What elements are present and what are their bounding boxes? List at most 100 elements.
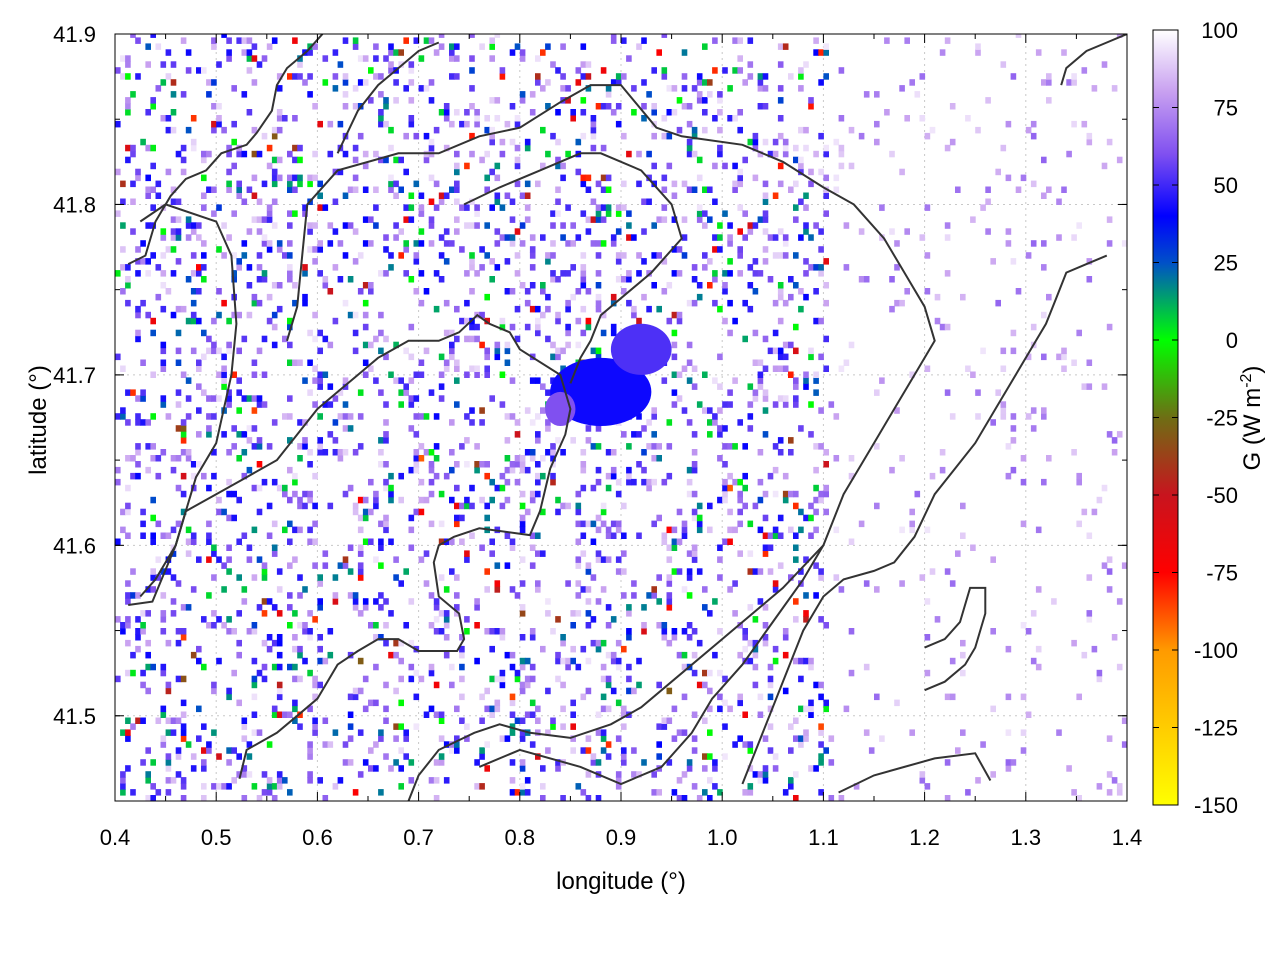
heatmap-cell bbox=[671, 401, 678, 408]
heatmap-cell bbox=[388, 371, 394, 378]
heatmap-cell bbox=[403, 753, 409, 760]
heatmap-cell bbox=[686, 592, 693, 599]
heatmap-cell bbox=[621, 252, 627, 259]
heatmap-cell bbox=[924, 252, 931, 259]
heatmap-cell bbox=[924, 204, 931, 211]
heatmap-cell bbox=[287, 413, 293, 420]
heatmap-cell bbox=[585, 186, 592, 193]
x-tick-label: 0.5 bbox=[201, 825, 232, 850]
heatmap-cell bbox=[519, 765, 526, 772]
heatmap-cell bbox=[975, 43, 981, 50]
heatmap-cell bbox=[651, 252, 657, 259]
heatmap-cell bbox=[550, 628, 556, 635]
heatmap-cell bbox=[671, 270, 678, 277]
heatmap-cell bbox=[636, 532, 642, 539]
heatmap-cell bbox=[373, 622, 379, 629]
heatmap-cell bbox=[322, 657, 329, 665]
heatmap-cell bbox=[287, 252, 293, 259]
heatmap-cell bbox=[352, 329, 359, 337]
heatmap-cell bbox=[782, 687, 789, 695]
heatmap-cell bbox=[545, 610, 551, 617]
heatmap-cell bbox=[944, 222, 951, 229]
heatmap-cell bbox=[398, 252, 404, 259]
heatmap-cell bbox=[130, 150, 136, 158]
heatmap-cell bbox=[494, 580, 501, 587]
heatmap-cell bbox=[519, 717, 526, 724]
heatmap-cell bbox=[403, 568, 409, 575]
heatmap-cell bbox=[216, 204, 222, 211]
heatmap-cell bbox=[125, 156, 131, 164]
heatmap-cell bbox=[241, 252, 248, 259]
heatmap-cell bbox=[484, 568, 490, 575]
heatmap-cell bbox=[276, 586, 283, 593]
heatmap-cell bbox=[226, 49, 232, 56]
contour-line bbox=[463, 152, 683, 384]
heatmap-cell bbox=[246, 753, 253, 760]
heatmap-cell bbox=[858, 520, 865, 528]
heatmap-cell bbox=[140, 359, 146, 366]
heatmap-cell bbox=[469, 150, 475, 158]
heatmap-cell bbox=[357, 687, 364, 695]
heatmap-cell bbox=[661, 258, 668, 265]
heatmap-cell bbox=[717, 455, 723, 462]
heatmap-cell bbox=[327, 150, 334, 158]
heatmap-cell bbox=[342, 413, 349, 420]
heatmap-cell bbox=[615, 252, 622, 259]
heatmap-cell bbox=[383, 270, 389, 277]
heatmap-cell bbox=[514, 305, 521, 313]
heatmap-cell bbox=[595, 216, 602, 223]
heatmap-cell bbox=[535, 550, 541, 557]
heatmap-cell bbox=[180, 729, 187, 736]
heatmap-cell bbox=[747, 568, 754, 575]
heatmap-cell bbox=[241, 431, 248, 438]
heatmap-cell bbox=[808, 663, 814, 671]
heatmap-cell bbox=[550, 717, 556, 724]
heatmap-cell bbox=[479, 747, 485, 754]
heatmap-cell bbox=[671, 341, 678, 349]
heatmap-cell bbox=[499, 323, 506, 331]
heatmap-cell bbox=[226, 395, 232, 402]
heatmap-cell bbox=[418, 675, 425, 683]
heatmap-cell bbox=[681, 795, 688, 801]
heatmap-cell bbox=[418, 270, 425, 277]
heatmap-cell bbox=[302, 628, 308, 635]
heatmap-cell bbox=[226, 556, 232, 563]
heatmap-cell bbox=[302, 622, 308, 629]
heatmap-cell bbox=[443, 365, 450, 372]
heatmap-cell bbox=[120, 73, 126, 80]
heatmap-cell bbox=[383, 335, 389, 343]
heatmap-cell bbox=[266, 43, 273, 50]
heatmap-cell bbox=[509, 693, 516, 701]
heatmap-cell bbox=[251, 407, 258, 414]
heatmap-cell bbox=[408, 401, 415, 408]
heatmap-cell bbox=[383, 55, 389, 62]
heatmap-cell bbox=[621, 550, 627, 557]
heatmap-cell bbox=[287, 222, 293, 229]
heatmap-cell bbox=[722, 425, 728, 432]
heatmap-cell bbox=[115, 538, 121, 545]
heatmap-cell bbox=[271, 198, 278, 205]
heatmap-cell bbox=[231, 669, 237, 677]
heatmap-cell bbox=[621, 711, 627, 718]
heatmap-cell bbox=[398, 747, 404, 754]
heatmap-cell bbox=[180, 371, 187, 378]
x-tick-label: 0.4 bbox=[100, 825, 131, 850]
heatmap-cell bbox=[702, 222, 708, 229]
heatmap-cell bbox=[433, 49, 440, 56]
heatmap-cell bbox=[145, 771, 151, 778]
heatmap-cell bbox=[246, 395, 253, 402]
heatmap-cell bbox=[145, 186, 151, 193]
heatmap-cell bbox=[459, 204, 465, 211]
heatmap-cell bbox=[383, 120, 389, 128]
heatmap-cell bbox=[383, 246, 389, 253]
heatmap-cell bbox=[484, 705, 490, 713]
heatmap-cell bbox=[519, 526, 526, 534]
heatmap-cell bbox=[772, 753, 779, 760]
heatmap-cell bbox=[261, 180, 268, 188]
heatmap-cell bbox=[565, 240, 571, 247]
heatmap-cell bbox=[226, 55, 232, 62]
heatmap-cell bbox=[312, 401, 318, 408]
heatmap-cell bbox=[1076, 795, 1082, 801]
heatmap-cell bbox=[803, 293, 809, 301]
heatmap-cell bbox=[428, 216, 435, 223]
